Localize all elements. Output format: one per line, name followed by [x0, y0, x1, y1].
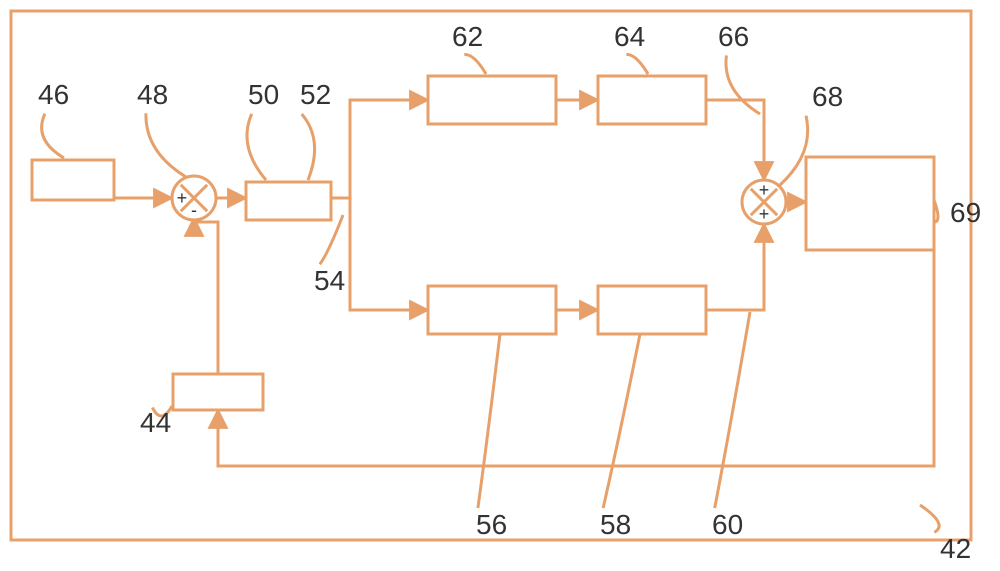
- summer-s68: ++: [742, 180, 786, 224]
- callout-label-64: 64: [614, 21, 645, 52]
- callout-label-56: 56: [476, 509, 507, 540]
- callout-label-62: 62: [452, 21, 483, 52]
- callout-leader-56: [478, 334, 500, 508]
- callout-leader-52: [302, 114, 315, 180]
- block-b46: [32, 160, 114, 200]
- callout-leader-68: [780, 116, 808, 185]
- callout-label-66: 66: [718, 21, 749, 52]
- callout-leader-50: [247, 114, 266, 180]
- callout-leader-62: [464, 55, 486, 74]
- callout-label-58: 58: [600, 509, 631, 540]
- callout-label-44: 44: [140, 407, 171, 438]
- callout-leader-46: [42, 114, 64, 158]
- callout-label-42: 42: [940, 533, 971, 564]
- block-b44: [173, 374, 263, 410]
- callout-leader-64: [626, 55, 648, 74]
- block-b58: [598, 286, 706, 334]
- summer-s48: +-: [172, 176, 216, 220]
- callout-label-69: 69: [950, 197, 981, 228]
- edge-b50c-b62: [331, 100, 428, 198]
- summer-sign: -: [191, 200, 197, 220]
- edge-b50c-b56: [350, 198, 428, 310]
- summer-sign: +: [177, 188, 188, 208]
- block-b69: [806, 157, 934, 250]
- callout-leader-54: [320, 215, 343, 264]
- callout-label-68: 68: [812, 81, 843, 112]
- summer-sign: +: [759, 204, 770, 224]
- callout-leader-48: [146, 113, 186, 177]
- block-b50c: [246, 182, 331, 220]
- callout-label-60: 60: [712, 509, 743, 540]
- block-b62: [428, 76, 556, 124]
- callout-label-54: 54: [314, 265, 345, 296]
- callout-leader-66: [726, 55, 760, 114]
- edge-b44-s48: [194, 218, 218, 374]
- callout-leader-58: [603, 334, 640, 508]
- block-b64: [598, 76, 706, 124]
- callout-leader-60: [715, 312, 750, 508]
- summer-sign: +: [759, 180, 770, 200]
- block-b56: [428, 286, 556, 334]
- callout-label-50: 50: [248, 79, 279, 110]
- edge-b58-s68: [706, 224, 764, 310]
- callout-label-52: 52: [300, 79, 331, 110]
- callout-label-46: 46: [38, 79, 69, 110]
- callout-leader-42: [920, 505, 939, 532]
- callout-label-48: 48: [137, 79, 168, 110]
